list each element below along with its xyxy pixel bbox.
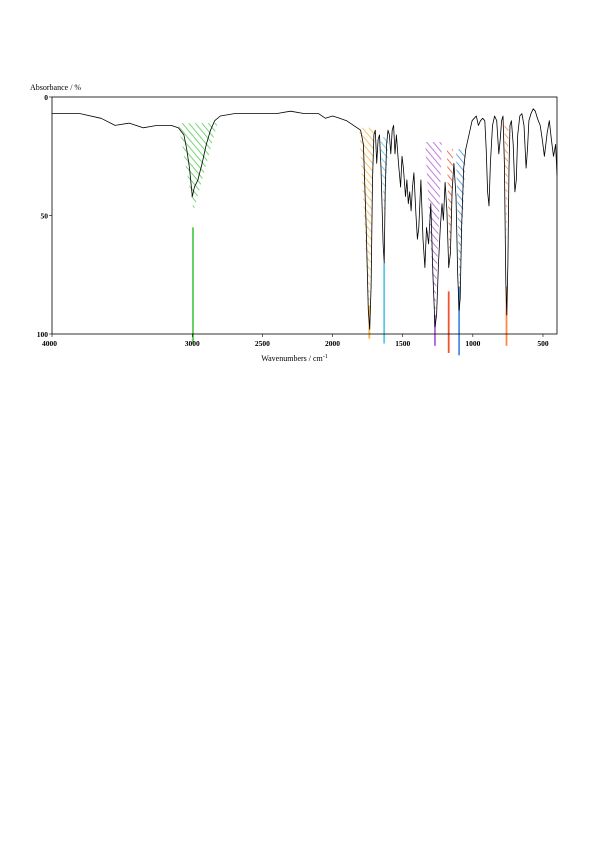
x-axis-title-text: Wavenumbers / cm	[261, 354, 323, 363]
x-axis-title-superscript: -1	[323, 354, 328, 360]
y-axis: 0 50 100	[37, 93, 52, 339]
peak-hatch-region	[504, 125, 509, 247]
plot-frame	[51, 96, 558, 335]
x-tick-label: 2500	[255, 339, 270, 348]
peak-hatch-region	[425, 142, 442, 323]
x-tick-label: 2000	[325, 339, 340, 348]
annotation-layer	[178, 123, 509, 356]
x-axis-title: Wavenumbers / cm-1	[261, 354, 328, 363]
x-tick-label: 500	[537, 339, 549, 348]
y-axis-title: Absorbance / %	[30, 83, 81, 92]
y-tick-label: 0	[44, 93, 48, 102]
x-axis: 4000 3000 2500 2000 1500 1000 500	[42, 334, 549, 348]
peak-hatch-region	[359, 127, 375, 316]
x-tick-label: 1500	[395, 339, 410, 348]
x-tick-label: 3000	[185, 339, 200, 348]
spectrum-series-line	[52, 108, 558, 330]
x-tick-label: 1000	[465, 339, 480, 348]
peak-hatch-region	[178, 123, 218, 211]
peak-hatch-region	[446, 149, 454, 263]
y-tick-label: 50	[41, 212, 49, 221]
y-tick-label: 100	[37, 330, 49, 339]
x-tick-label: 4000	[42, 339, 57, 348]
